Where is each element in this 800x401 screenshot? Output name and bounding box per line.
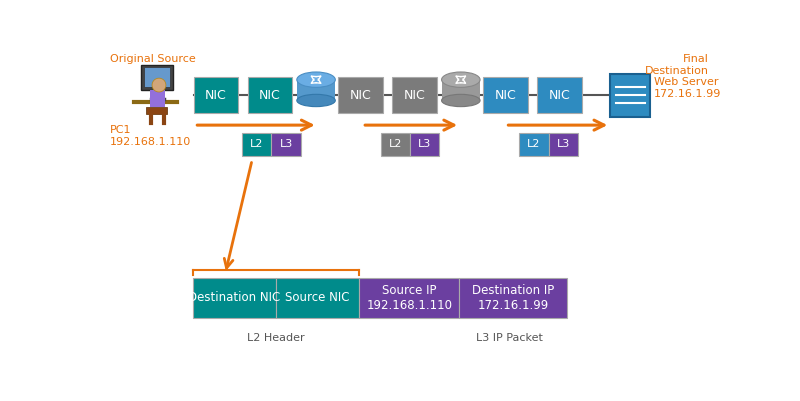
Bar [143, 67, 170, 87]
Bar [483, 77, 528, 113]
Ellipse shape [442, 94, 480, 107]
Bar [194, 77, 238, 113]
Bar [247, 77, 292, 113]
Text: NIC: NIC [205, 89, 227, 101]
Bar [141, 65, 173, 90]
Bar [610, 73, 650, 117]
Text: Web Server
172.16.1.99: Web Server 172.16.1.99 [654, 77, 722, 99]
Text: L3: L3 [279, 140, 293, 149]
Bar [519, 133, 549, 156]
Ellipse shape [297, 94, 335, 107]
Text: Source NIC: Source NIC [286, 291, 350, 304]
Text: L2: L2 [250, 140, 263, 149]
Text: PC1
192.168.1.110: PC1 192.168.1.110 [110, 125, 191, 147]
Text: Destination IP
172.16.1.99: Destination IP 172.16.1.99 [472, 284, 554, 312]
Text: NIC: NIC [350, 89, 371, 101]
Bar [338, 77, 383, 113]
Bar [392, 77, 437, 113]
Ellipse shape [297, 72, 335, 87]
Bar [442, 80, 480, 101]
Text: Final
Destination: Final Destination [645, 54, 709, 76]
Bar [193, 277, 276, 318]
Text: Original Source: Original Source [110, 54, 195, 64]
Text: L3 IP Packet: L3 IP Packet [476, 333, 542, 343]
Bar [297, 80, 335, 101]
Bar [271, 133, 301, 156]
Bar [146, 107, 167, 113]
Text: Source IP
192.168.1.110: Source IP 192.168.1.110 [366, 284, 452, 312]
Bar [537, 77, 582, 113]
Text: NIC: NIC [404, 89, 426, 101]
Bar [459, 277, 567, 318]
Text: L2: L2 [527, 140, 541, 149]
Bar [276, 277, 359, 318]
Text: Destination NIC: Destination NIC [188, 291, 281, 304]
Ellipse shape [442, 72, 480, 87]
Bar [150, 91, 165, 107]
Bar [242, 133, 271, 156]
Circle shape [152, 78, 166, 92]
Text: L3: L3 [418, 140, 431, 149]
Text: NIC: NIC [494, 89, 516, 101]
Bar [549, 133, 578, 156]
Text: L2 Header: L2 Header [247, 333, 305, 343]
Bar [381, 133, 410, 156]
Text: NIC: NIC [259, 89, 281, 101]
Text: L2: L2 [389, 140, 402, 149]
Bar [410, 133, 439, 156]
Text: NIC: NIC [549, 89, 570, 101]
Bar [359, 277, 459, 318]
Text: L3: L3 [557, 140, 570, 149]
